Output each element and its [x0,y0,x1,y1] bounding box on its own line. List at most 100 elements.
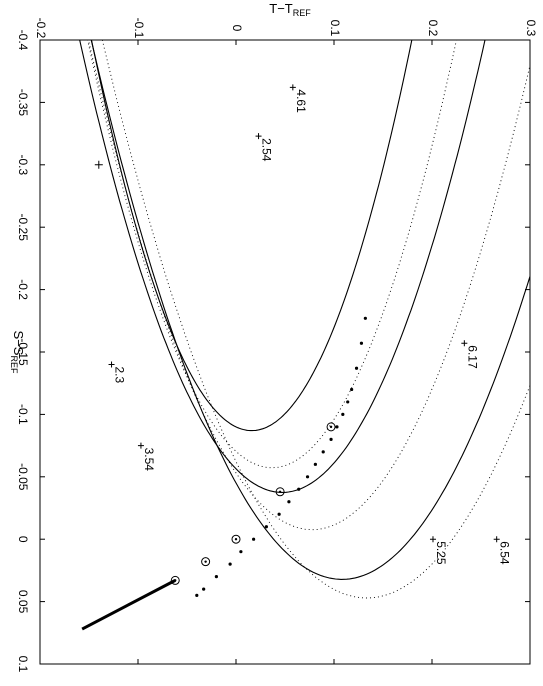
x-tick-label: -0.1 [16,404,30,425]
y-tick-group: 0 [230,25,244,32]
x-tick-label: 0.1 [16,656,30,673]
y-tick-group: 0.3 [524,20,538,37]
path-dot [359,341,364,345]
contour-label: 4.61 [294,89,308,113]
path-dot [214,575,218,579]
contour-label: 5.25 [434,541,448,565]
x-tick-label: -0.35 [16,89,30,117]
path-dot [321,450,325,454]
contour-label-group: 2.3 [113,366,127,383]
contour-dotted [88,40,530,531]
path-dot [313,462,317,466]
path-dot [228,562,232,566]
y-tick-label: -0.1 [132,18,146,39]
circled-point [275,487,285,497]
path-dot [329,437,333,441]
path-dot [195,593,199,597]
x-tick-group: -0.2 [16,279,30,300]
x-tick-label: 0 [16,536,30,543]
x-tick-group: 0.1 [16,656,30,673]
y-tick-group: 0.2 [426,20,440,37]
x-tick-label: -0.25 [16,214,30,242]
circled-point-center [329,425,333,429]
path-dot [264,525,268,529]
contour-label-group: 6.17 [465,345,479,369]
x-tick-group: -0.4 [16,30,30,51]
center-plus-marker [94,160,103,169]
x-tick-label: -0.2 [16,279,30,300]
path-dot [297,487,301,491]
x-tick-group: -0.25 [16,214,30,242]
contour-label-group: 5.25 [434,541,448,565]
path-dot [341,412,345,416]
contour-label: 3.54 [142,448,156,472]
path-dot [335,425,339,429]
contour-solid [90,40,530,580]
y-tick-label: -0.2 [34,18,48,39]
circled-point [201,557,211,567]
x-tick-label: -0.3 [16,154,30,175]
path-dot [363,316,367,320]
contour-label-marker [289,84,296,91]
path-dot [202,587,206,591]
contour-label-group: 6.54 [498,541,512,565]
y-tick-label: 0.2 [426,20,440,37]
circled-point [231,534,241,544]
contour-label-group: 2.54 [260,138,274,162]
contour-label-marker [429,536,436,543]
path-dot [346,400,350,404]
circled-point-center [204,560,207,563]
x-tick-group: -0.05 [16,463,30,491]
contour-label: 2.3 [113,366,127,383]
path-dot [350,387,354,392]
contour-label-marker [137,442,144,449]
contour-label-marker [108,361,115,368]
x-tick-group: 0 [16,536,30,543]
x-axis-title: S−SREF [9,331,26,374]
path-dot [239,550,243,554]
data-marks [81,160,367,631]
x-tick-label: -0.4 [16,30,30,51]
contour-label-group: 3.54 [142,448,156,472]
x-tick-group: -0.35 [16,89,30,117]
circled-point-center [234,538,238,541]
x-tick-group: 0.05 [16,590,30,614]
x-tick-label: -0.15 [16,338,30,366]
contour-label-group: 4.61 [294,89,308,113]
path-dot [305,475,310,479]
contour-label: 6.17 [465,345,479,369]
heavy-line [81,579,176,631]
y-tick-label: 0 [230,25,244,32]
contour-label-marker [255,133,262,140]
x-tick-group: -0.1 [16,404,30,425]
path-dot [252,537,256,541]
y-tick-group: -0.2 [34,18,48,39]
contour-label: 2.54 [260,138,274,162]
contours [79,40,530,599]
path-dot [287,500,291,504]
x-tick-group: -0.15 [16,338,30,366]
circled-point-center [278,490,282,493]
y-axis-title: T−TREF [269,1,311,18]
contour-label: 6.54 [498,541,512,565]
y-tick-label: 0.3 [524,20,538,37]
contour-solid [79,40,486,493]
contour-labels: 4.61 2.54 2.3 3.54 6.17 5.25 6.54 [108,84,512,565]
axis-ticks: -0.4 -0.35 -0.3 -0.25 -0.2 -0.15 -0.1 -0.05 0 0.0… [16,18,538,673]
y-tick-group: 0.1 [328,20,342,37]
y-tick-group: -0.1 [132,18,146,39]
path-dot [354,366,359,370]
x-tick-label: 0.05 [16,590,30,614]
contour-label-marker [493,536,500,543]
x-tick-group: -0.3 [16,154,30,175]
contour-solid [90,40,413,432]
path-dot [277,512,281,516]
y-tick-label: 0.1 [328,20,342,37]
contour-label-marker [461,340,468,347]
contour-dotted [87,40,457,469]
circled-point [170,575,180,585]
circled-point-center [174,579,177,582]
x-tick-label: -0.05 [16,463,30,491]
circled-point [326,422,336,432]
